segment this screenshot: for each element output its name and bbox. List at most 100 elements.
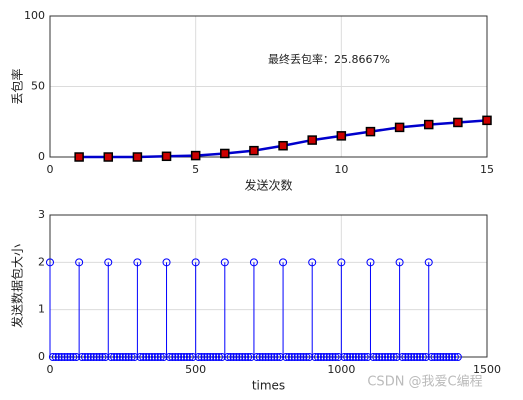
y-tick-label: 0 [38,350,45,363]
stem-marker [92,353,101,361]
stem-marker [415,353,424,361]
stem-marker [302,353,311,361]
stem-marker [86,353,95,361]
stem-marker [63,353,72,361]
stem-marker [241,353,250,361]
stem-marker [142,353,151,361]
stem-marker [168,353,177,361]
stem-marker [156,353,165,361]
stem-marker [130,353,139,361]
x-tick-label: 1500 [473,363,501,376]
stem-marker [386,353,395,361]
stem-marker [121,353,130,361]
stem-marker [162,258,171,267]
stem-marker [261,353,270,361]
stem-marker [98,353,107,361]
x-tick-label: 0 [47,363,54,376]
stem-marker [255,353,264,361]
plot-area [49,214,488,358]
subplot: 0 500 1000 1500 0 1 2 3 times 发送数据包大小 [10,208,502,393]
stem-marker [60,353,69,361]
stem-marker [54,353,63,361]
stem-marker [136,353,145,361]
stem-marker [369,353,378,361]
y-tick-label: 2 [38,255,45,268]
stem-marker [66,353,75,361]
x-tick-label: 5 [192,163,199,176]
stem-marker [299,353,308,361]
stem-marker [448,353,457,361]
stem-marker [375,353,384,361]
stem-marker [343,353,352,361]
x-axis-label: times [252,379,285,393]
stem-marker [281,353,290,361]
stem-marker [378,353,387,361]
stem-marker [206,353,215,361]
stem-marker [101,353,110,361]
stem-marker [232,353,241,361]
stem-marker [331,353,340,361]
stem-marker [450,353,459,361]
stem-marker [264,353,273,361]
x-tick-label: 0 [47,163,54,176]
stem-marker [150,353,159,361]
stem-marker [293,353,302,361]
stem-marker [185,353,194,361]
marker [161,151,172,162]
stem-marker [290,353,299,361]
stem-marker [72,353,81,361]
stem-marker [235,353,244,361]
stem-marker [314,353,323,361]
stem-marker [270,353,279,361]
stem-marker [395,258,404,267]
stem-marker [217,353,226,361]
stem-marker [127,353,136,361]
marker [482,115,492,126]
stem-marker [421,353,430,361]
stem-marker [348,353,357,361]
marker [423,119,434,130]
stem-marker [328,353,337,361]
stem-marker [366,258,375,267]
stem-marker [194,353,203,361]
stem-marker [147,353,156,361]
stem-marker [340,353,349,361]
stem-marker [203,353,212,361]
stem-marker [383,353,392,361]
stem-marker [413,353,422,361]
y-axis-label: 丢包率 [10,68,25,104]
marker [453,117,463,128]
stem-marker [267,353,276,361]
stem-marker [247,353,256,361]
x-tick-label: 15 [480,163,494,176]
stem-marker [226,353,235,361]
marker [103,152,114,162]
stem-marker [424,258,433,267]
stem-marker [453,353,462,361]
stem-marker [287,353,296,361]
stem-marker [273,353,282,361]
x-axis-label: 发送次数 [244,178,292,193]
stem-marker [445,353,454,361]
stem-marker [418,353,427,361]
stem-marker [165,353,174,361]
stem-marker [51,353,60,361]
stem-marker [401,353,410,361]
stem-marker [436,353,445,361]
stem-marker [308,258,317,267]
stem-marker [439,353,448,361]
stem-marker [107,353,116,361]
marker [307,135,317,145]
stem-marker [276,353,285,361]
stem-marker [316,353,325,361]
stem-marker [69,353,78,361]
stem-marker [404,353,413,361]
stem-marker [372,353,381,361]
stem-marker [188,353,197,361]
stem-marker [279,258,288,267]
marker [220,148,230,159]
stem-marker [337,258,346,267]
marker [132,152,143,162]
stem-marker [360,353,369,361]
